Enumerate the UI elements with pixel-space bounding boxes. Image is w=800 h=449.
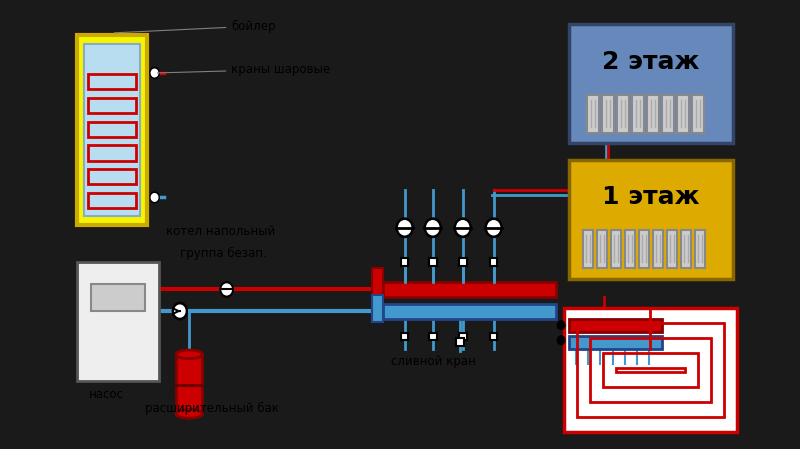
Bar	[429, 258, 437, 266]
Circle shape	[220, 282, 234, 297]
Circle shape	[150, 192, 159, 203]
Text: бойлер: бойлер	[114, 20, 276, 33]
Bar	[383, 304, 557, 319]
Bar	[383, 282, 557, 297]
Bar	[653, 230, 663, 268]
Text: группа безап.: группа безап.	[180, 247, 266, 260]
Bar	[490, 258, 498, 266]
Circle shape	[486, 218, 502, 238]
Bar	[401, 333, 409, 340]
Bar	[617, 369, 685, 372]
Circle shape	[558, 321, 565, 330]
Circle shape	[454, 218, 471, 238]
Circle shape	[222, 284, 231, 295]
Text: сливной кран: сливной кран	[390, 355, 475, 368]
Bar	[602, 95, 614, 132]
Text: насос: насос	[89, 387, 124, 401]
Bar	[564, 308, 738, 432]
Circle shape	[426, 221, 439, 235]
Circle shape	[174, 305, 185, 317]
Circle shape	[150, 68, 159, 79]
Text: расширительный бак: расширительный бак	[145, 401, 279, 415]
Bar	[459, 333, 466, 340]
Circle shape	[558, 336, 565, 345]
Circle shape	[172, 303, 187, 320]
Bar	[569, 319, 662, 332]
Circle shape	[424, 218, 442, 238]
Bar	[678, 95, 689, 132]
Circle shape	[151, 69, 158, 77]
Circle shape	[396, 218, 413, 238]
Circle shape	[151, 194, 158, 201]
Bar	[681, 230, 691, 268]
Bar	[597, 230, 607, 268]
Ellipse shape	[176, 350, 202, 359]
Bar	[88, 145, 136, 161]
Text: краны шаровые: краны шаровые	[158, 63, 330, 76]
Bar	[429, 333, 437, 340]
Bar	[632, 95, 643, 132]
Bar	[459, 258, 466, 266]
Bar	[88, 169, 136, 185]
Bar	[610, 230, 621, 268]
Bar	[176, 354, 202, 414]
Ellipse shape	[176, 409, 202, 418]
Bar	[582, 230, 593, 268]
Bar	[456, 338, 464, 346]
Bar	[490, 333, 498, 340]
Bar	[625, 230, 635, 268]
Circle shape	[398, 221, 410, 235]
Text: 1 этаж: 1 этаж	[602, 185, 699, 209]
Bar	[372, 268, 383, 295]
Bar	[647, 95, 658, 132]
Bar	[84, 44, 139, 216]
Bar	[577, 323, 724, 417]
Circle shape	[457, 221, 469, 235]
Bar	[667, 230, 678, 268]
Bar	[88, 193, 136, 208]
Bar	[91, 284, 145, 311]
Bar	[77, 262, 159, 381]
Bar	[618, 95, 629, 132]
Bar	[695, 230, 706, 268]
Bar	[569, 24, 733, 143]
Bar	[590, 338, 711, 402]
Bar	[569, 336, 662, 349]
Bar	[401, 258, 409, 266]
Bar	[88, 74, 136, 89]
Bar	[88, 122, 136, 137]
Bar	[639, 230, 650, 268]
Bar	[662, 95, 674, 132]
Bar	[587, 95, 598, 132]
Bar	[77, 35, 147, 224]
Bar	[692, 95, 703, 132]
Bar	[372, 295, 383, 322]
Text: 2 этаж: 2 этаж	[602, 50, 699, 74]
Bar	[88, 98, 136, 113]
Circle shape	[487, 221, 500, 235]
Bar	[603, 353, 698, 387]
Text: котел напольный: котел напольный	[166, 225, 275, 238]
Bar	[569, 159, 733, 279]
